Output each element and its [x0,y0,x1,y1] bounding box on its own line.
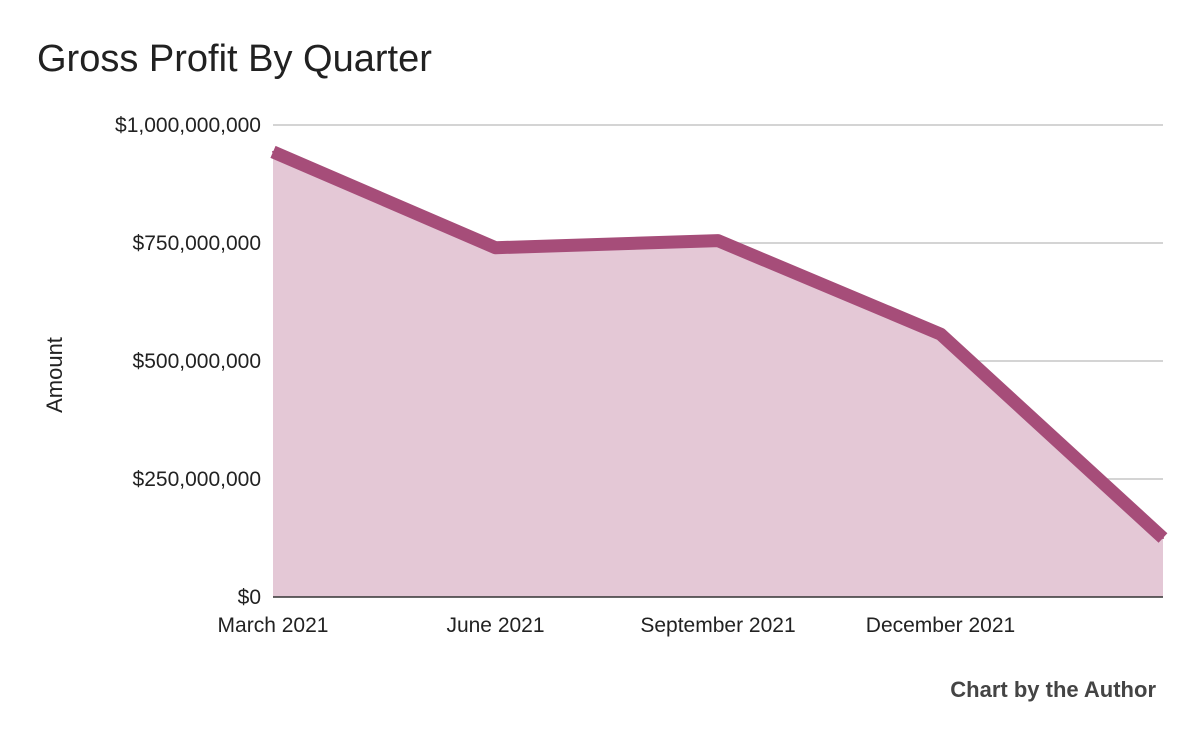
y-tick-label: $1,000,000,000 [115,114,261,137]
data-point [494,246,497,249]
x-tick-label: June 2021 [446,614,544,637]
y-tick-labels: $0 $250,000,000 $500,000,000 $750,000,000 $1… [115,114,261,609]
y-tick-label: $750,000,000 [133,232,261,255]
y-axis-title: Amount [42,337,67,413]
area-fill [273,151,1163,598]
data-point [939,333,942,336]
chart-credit: Chart by the Author [950,677,1156,702]
data-point [717,239,719,242]
data-point [272,150,274,153]
y-tick-label: $0 [238,586,261,609]
x-tick-label: March 2021 [218,614,329,637]
y-tick-label: $250,000,000 [133,468,261,491]
data-point [1162,537,1164,539]
y-tick-label: $500,000,000 [133,350,261,373]
data-points [272,150,1164,539]
chart-title: Gross Profit By Quarter [37,38,432,80]
x-tick-labels: March 2021 June 2021 September 2021 Decembe… [218,614,1016,637]
x-tick-label: December 2021 [866,614,1015,637]
x-tick-label: September 2021 [640,614,795,637]
